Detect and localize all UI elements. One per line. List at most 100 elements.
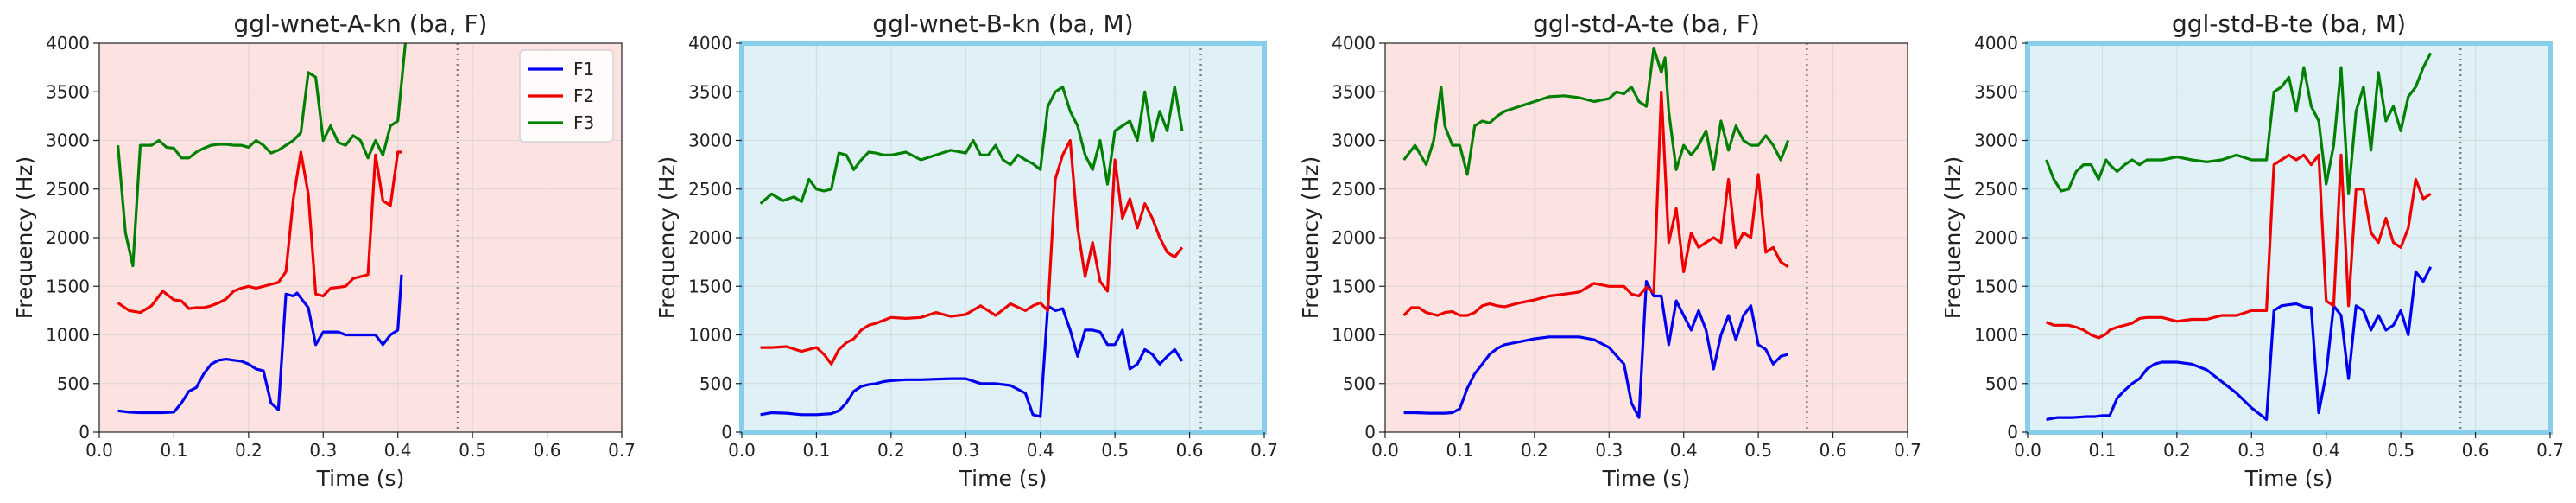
y-tick-label: 3000 [1974,131,2018,151]
y-tick-label: 500 [1985,373,2018,394]
subplot-2: 0.0 0.1 0.2 0.3 0.4 0.5 0.6 0.7 0 500 1000 1500 2000… [655,10,1278,491]
y-tick-label: 4000 [46,33,90,54]
y-tick-label: 1500 [1332,276,1376,296]
x-tick-label: 0.4 [384,440,412,461]
y-tick-label: 2500 [688,179,732,200]
y-axis-label: Frequency (Hz) [655,156,680,320]
x-tick-label: 0.4 [1027,440,1054,461]
x-tick-label: 0.6 [2462,440,2490,461]
y-tick-label: 500 [699,373,732,394]
y-tick-label: 0 [2007,422,2018,443]
y-tick-label: 3500 [1332,81,1376,102]
x-tick-label: 0.1 [1446,440,1474,461]
y-tick-label: 3000 [46,131,90,151]
series-line-f3 [2045,52,2433,195]
x-tick-label: 0.7 [608,440,636,461]
y-tick-label: 500 [1343,373,1376,394]
y-tick-label: 2500 [1332,179,1376,200]
y-tick-label: 0 [1364,422,1376,443]
y-tick-label: 2500 [46,179,90,200]
y-tick-label: 2000 [688,227,732,248]
y-tick-label: 2000 [1332,227,1376,248]
legend-label: F1 [573,59,594,80]
y-tick-label: 0 [721,422,732,443]
y-tick-label: 3500 [1974,81,2018,102]
y-tick-label: 1000 [1332,325,1376,346]
series-line-f3 [759,85,1184,205]
y-tick-label: 3000 [1332,131,1376,151]
series-line-f1 [1403,280,1789,419]
legend-label: F2 [573,86,594,106]
y-axis-label: Frequency (Hz) [1940,156,1965,320]
x-tick-label: 0.2 [235,440,263,461]
subplot-title: ggl-std-A-te (ba, F) [1533,10,1760,38]
x-tick-label: 0.2 [877,440,905,461]
y-tick-label: 1000 [1974,325,2018,346]
x-tick-label: 0.0 [728,440,756,461]
series-line-f2 [1402,90,1789,317]
legend-box [519,49,614,143]
subplot-4: 0.0 0.1 0.2 0.3 0.4 0.5 0.6 0.7 0 500 1000 1500 2000… [1940,10,2564,491]
x-tick-label: 0.0 [85,440,113,461]
x-axis-label: Time (s) [2244,466,2333,491]
x-axis-label: Time (s) [1602,466,1691,491]
series-line-f2 [117,150,402,315]
x-tick-label: 0.3 [2237,440,2265,461]
y-tick-label: 4000 [1974,33,2018,54]
x-tick-label: 0.6 [534,440,561,461]
y-tick-label: 500 [57,373,90,394]
x-tick-label: 0.7 [1894,440,1921,461]
y-tick-label: 2500 [1974,179,2018,200]
series-line-f1 [117,274,403,415]
series-line-f2 [2046,153,2432,340]
x-tick-label: 0.3 [309,440,337,461]
x-tick-label: 0.1 [161,440,188,461]
x-tick-label: 0.5 [459,440,486,461]
x-tick-label: 0.1 [2089,440,2117,461]
x-axis-label: Time (s) [959,466,1047,491]
y-tick-label: 1000 [46,325,90,346]
x-tick-label: 0.5 [1101,440,1129,461]
y-tick-label: 1500 [1974,276,2018,296]
y-tick-label: 4000 [688,33,732,54]
y-tick-label: 2000 [46,227,90,248]
x-tick-label: 0.4 [2313,440,2340,461]
x-tick-label: 0.4 [1670,440,1698,461]
subplot-title: ggl-wnet-B-kn (ba, M) [872,10,1133,38]
y-tick-label: 1000 [688,325,732,346]
x-tick-label: 0.0 [1371,440,1399,461]
x-tick-label: 0.6 [1176,440,1204,461]
x-tick-label: 0.6 [1820,440,1847,461]
x-tick-label: 0.3 [1595,440,1623,461]
y-axis-label: Frequency (Hz) [12,156,37,320]
series-line-f1 [2046,266,2433,421]
y-tick-label: 3500 [688,81,732,102]
series-line-f1 [760,304,1184,418]
y-tick-label: 4000 [1332,33,1376,54]
x-axis-label: Time (s) [316,466,405,491]
x-tick-label: 0.2 [2163,440,2191,461]
x-tick-label: 0.5 [1744,440,1772,461]
x-tick-label: 0.5 [2387,440,2415,461]
y-tick-label: 2000 [1974,227,2018,248]
subplot-3: 0.0 0.1 0.2 0.3 0.4 0.5 0.6 0.7 0 500 1000 1500 2000… [1298,10,1921,491]
series-line-f3 [1402,46,1790,176]
series-line-f2 [760,138,1184,366]
x-tick-label: 0.3 [952,440,979,461]
subplot-1: 0.0 0.1 0.2 0.3 0.4 0.5 0.6 0.7 0 500 1000 1500 2000… [12,10,636,491]
y-tick-label: 1500 [46,276,90,296]
x-tick-label: 0.0 [2014,440,2041,461]
y-tick-label: 3000 [688,131,732,151]
subplot-title: ggl-wnet-A-kn (ba, F) [234,10,488,38]
y-tick-label: 0 [79,422,90,443]
legend: F1 F2 F3 [519,49,614,143]
subplot-title: ggl-std-B-te (ba, M) [2172,10,2406,38]
x-tick-label: 0.7 [2536,440,2564,461]
y-tick-label: 1500 [688,276,732,296]
y-tick-label: 3500 [46,81,90,102]
x-tick-label: 0.1 [803,440,831,461]
legend-label: F3 [573,112,594,133]
x-tick-label: 0.2 [1521,440,1548,461]
series-line-f3 [117,43,407,268]
